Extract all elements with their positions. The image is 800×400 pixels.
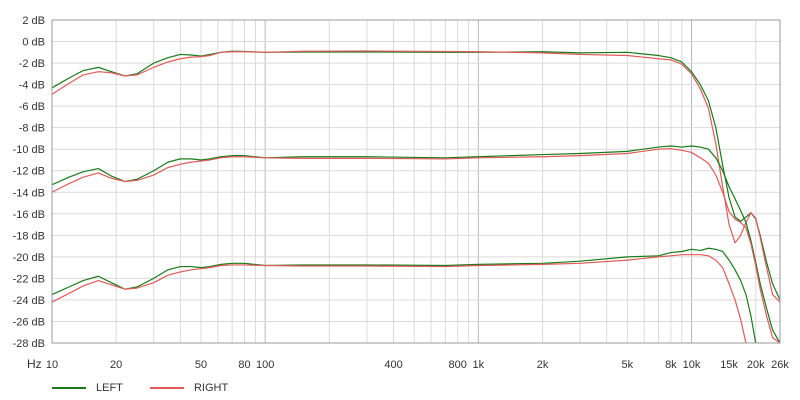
y-tick-label: -22 dB: [13, 273, 45, 285]
y-tick-label: -20 dB: [13, 252, 45, 264]
y-axis-ticks: 2 dB 0 dB -2 dB -4 dB -6 dB -8 dB -10 dB -12 dB…: [13, 15, 45, 350]
series-line-right-mid: [52, 148, 780, 343]
legend-item-right: RIGHT: [149, 382, 229, 394]
x-tick-label: 10: [46, 359, 58, 371]
x-tick-label: 80: [238, 359, 250, 371]
y-tick-label: 0 dB: [22, 37, 45, 49]
x-tick-label: 10k: [683, 359, 701, 371]
grid-lines: [51, 19, 780, 344]
x-axis-ticks: 10 20 50 80 100 400 800 1k 2k 5k 8k 10k 15k 20k 26k: [46, 359, 789, 371]
y-tick-label: -26 dB: [13, 316, 45, 328]
x-tick-label: 15k: [720, 359, 738, 371]
x-tick-label: 400: [384, 359, 402, 371]
x-tick-label: 8k: [665, 359, 677, 371]
legend-label-right: RIGHT: [193, 382, 229, 394]
y-tick-label: -14 dB: [13, 187, 45, 199]
x-tick-label: 26k: [771, 359, 789, 371]
x-tick-label: 100: [256, 359, 274, 371]
x-tick-label: 20k: [747, 359, 765, 371]
y-tick-label: -4 dB: [19, 80, 45, 92]
legend-swatch-left: [52, 387, 86, 389]
x-tick-label: 20: [110, 359, 122, 371]
y-tick-label: -6 dB: [19, 101, 45, 113]
x-tick-label: 1k: [473, 359, 485, 371]
legend: LEFT RIGHT: [52, 380, 252, 394]
y-tick-label: -2 dB: [19, 58, 45, 70]
legend-item-left: LEFT: [52, 382, 123, 394]
plot-border: [51, 19, 781, 344]
y-tick-label: -8 dB: [19, 123, 45, 135]
x-tick-label: 2k: [537, 359, 549, 371]
series-line-right-top: [52, 50, 780, 303]
x-tick-label: 5k: [622, 359, 634, 371]
y-tick-label: -12 dB: [13, 166, 45, 178]
y-tick-label: -28 dB: [13, 338, 45, 350]
y-tick-label: 2 dB: [22, 15, 45, 27]
series-lines: [52, 50, 780, 343]
series-line-right-bottom: [52, 254, 747, 343]
x-tick-label: 50: [195, 359, 207, 371]
legend-label-left: LEFT: [96, 382, 123, 394]
y-tick-label: -16 dB: [13, 209, 45, 221]
legend-swatch-right: [149, 387, 184, 389]
y-tick-label: -18 dB: [13, 230, 45, 242]
series-line-left-mid: [52, 145, 780, 343]
y-tick-label: -24 dB: [13, 295, 45, 307]
x-tick-label: 800: [449, 359, 467, 371]
series-line-left-bottom: [52, 247, 757, 343]
y-tick-label: -10 dB: [13, 144, 45, 156]
x-axis-label: Hz: [27, 357, 42, 371]
